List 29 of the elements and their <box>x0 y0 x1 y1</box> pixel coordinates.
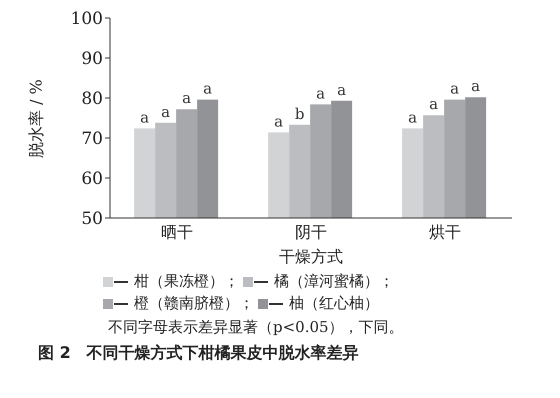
x-tick-label: 阴干 <box>295 222 327 242</box>
y-tick-label: 70 <box>81 129 103 150</box>
legend-label: 柚（红心柚） <box>289 294 379 312</box>
legend-label: 橙（赣南脐橙）； <box>134 294 254 312</box>
y-tick-label: 90 <box>81 49 103 70</box>
y-tick-label: 50 <box>81 209 103 230</box>
data-label: a <box>471 77 480 96</box>
data-label: a <box>450 80 460 98</box>
y-tick-label: 100 <box>70 9 103 30</box>
legend-label: 橘（漳河蜜橘）； <box>274 272 394 290</box>
x-axis-title: 干燥方式 <box>279 247 343 266</box>
data-label: b <box>294 104 304 123</box>
x-tick-label: 烘干 <box>429 222 461 242</box>
y-tick-label: 80 <box>81 89 103 110</box>
y-tick-label: 60 <box>81 169 103 190</box>
text: 不同字母表示差异显著（p<0.05），下同。 <box>108 318 405 337</box>
data-label: a <box>140 108 150 126</box>
data-label: a <box>203 80 212 98</box>
data-label: a <box>408 108 418 126</box>
data-label: a <box>182 89 192 108</box>
data-label: a <box>429 95 438 114</box>
x-tick-label: 晒干 <box>161 222 193 242</box>
data-label: a <box>337 80 346 99</box>
text: 图 2 不同干燥方式下柑橘果皮中脱水率差异 <box>38 343 360 364</box>
data-label: a <box>274 112 284 130</box>
y-axis-title: 脱水率 / % <box>26 79 46 158</box>
data-label: a <box>161 102 170 121</box>
data-label: a <box>316 84 326 102</box>
legend-label: 柑（果冻橙）； <box>134 272 239 290</box>
